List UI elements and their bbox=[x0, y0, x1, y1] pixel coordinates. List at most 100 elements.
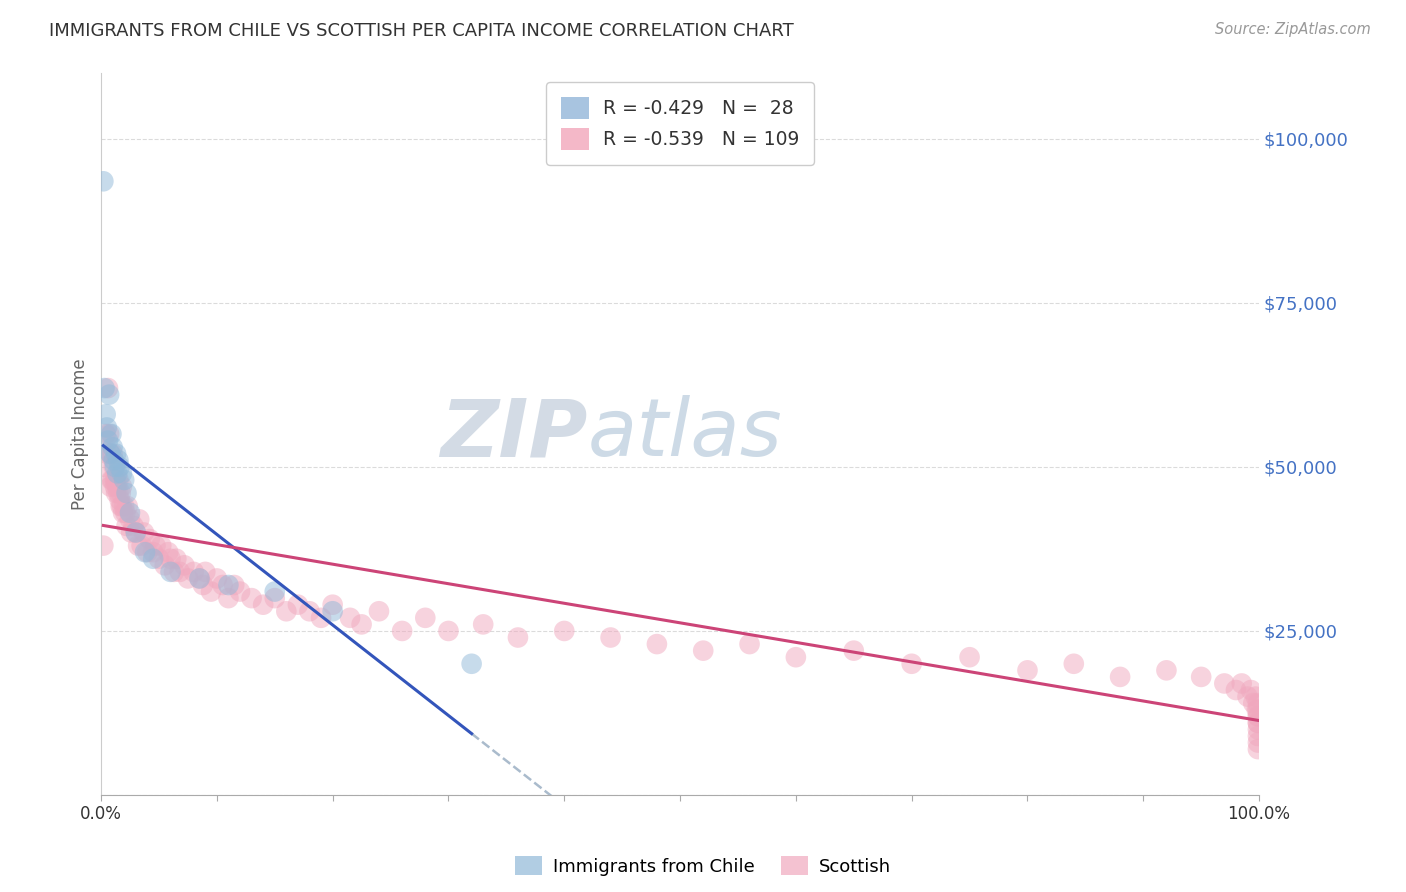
Point bbox=[1247, 742, 1270, 756]
Point bbox=[188, 571, 211, 585]
Point bbox=[110, 500, 132, 514]
Point bbox=[1225, 683, 1247, 698]
Point bbox=[224, 578, 246, 592]
Text: atlas: atlas bbox=[588, 395, 782, 473]
Point bbox=[98, 387, 121, 401]
Point bbox=[205, 571, 228, 585]
Point bbox=[1063, 657, 1085, 671]
Point bbox=[785, 650, 807, 665]
Point bbox=[104, 479, 127, 493]
Point bbox=[1246, 703, 1268, 717]
Point bbox=[350, 617, 373, 632]
Point bbox=[103, 453, 125, 467]
Point bbox=[93, 539, 115, 553]
Point bbox=[122, 519, 145, 533]
Point bbox=[339, 611, 361, 625]
Point bbox=[194, 565, 217, 579]
Point bbox=[217, 591, 239, 606]
Point bbox=[252, 598, 274, 612]
Point bbox=[101, 473, 124, 487]
Point bbox=[188, 571, 211, 585]
Point bbox=[105, 467, 128, 481]
Point bbox=[112, 473, 135, 487]
Point bbox=[134, 545, 156, 559]
Point bbox=[118, 506, 141, 520]
Point bbox=[263, 584, 285, 599]
Point bbox=[103, 459, 125, 474]
Point bbox=[287, 598, 309, 612]
Point bbox=[1230, 676, 1253, 690]
Point bbox=[108, 492, 131, 507]
Point bbox=[104, 473, 127, 487]
Point bbox=[98, 447, 121, 461]
Point bbox=[322, 604, 344, 618]
Point bbox=[413, 611, 436, 625]
Point bbox=[107, 486, 129, 500]
Point bbox=[900, 657, 922, 671]
Point bbox=[276, 604, 298, 618]
Point bbox=[153, 558, 176, 573]
Point bbox=[391, 624, 413, 638]
Point bbox=[132, 525, 155, 540]
Point bbox=[506, 631, 529, 645]
Point bbox=[131, 539, 153, 553]
Point bbox=[104, 459, 127, 474]
Point bbox=[93, 459, 115, 474]
Point bbox=[183, 565, 205, 579]
Point bbox=[115, 519, 138, 533]
Point bbox=[125, 525, 148, 540]
Point bbox=[322, 598, 344, 612]
Point bbox=[842, 643, 865, 657]
Point bbox=[98, 479, 121, 493]
Point bbox=[118, 512, 141, 526]
Point bbox=[472, 617, 495, 632]
Point bbox=[1189, 670, 1212, 684]
Point bbox=[138, 532, 160, 546]
Point bbox=[127, 539, 149, 553]
Point bbox=[100, 473, 122, 487]
Point bbox=[136, 545, 159, 559]
Point bbox=[1247, 735, 1270, 749]
Text: Source: ZipAtlas.com: Source: ZipAtlas.com bbox=[1215, 22, 1371, 37]
Point bbox=[1247, 715, 1270, 730]
Point bbox=[1109, 670, 1132, 684]
Point bbox=[1236, 690, 1258, 704]
Point bbox=[163, 565, 186, 579]
Point bbox=[1244, 690, 1267, 704]
Point bbox=[96, 447, 118, 461]
Point bbox=[1247, 729, 1270, 743]
Point bbox=[98, 447, 121, 461]
Point bbox=[1247, 709, 1270, 723]
Point bbox=[112, 506, 135, 520]
Point bbox=[211, 578, 233, 592]
Point bbox=[128, 512, 150, 526]
Point bbox=[117, 500, 139, 514]
Point bbox=[107, 453, 129, 467]
Point bbox=[200, 584, 222, 599]
Point bbox=[94, 407, 117, 421]
Point bbox=[229, 584, 252, 599]
Point bbox=[142, 545, 165, 559]
Point bbox=[105, 486, 128, 500]
Text: IMMIGRANTS FROM CHILE VS SCOTTISH PER CAPITA INCOME CORRELATION CHART: IMMIGRANTS FROM CHILE VS SCOTTISH PER CA… bbox=[49, 22, 794, 40]
Legend: R = -0.429   N =  28, R = -0.539   N = 109: R = -0.429 N = 28, R = -0.539 N = 109 bbox=[547, 82, 814, 165]
Point bbox=[105, 479, 128, 493]
Point bbox=[738, 637, 761, 651]
Point bbox=[145, 539, 167, 553]
Point bbox=[460, 657, 482, 671]
Point bbox=[1017, 664, 1039, 678]
Point bbox=[959, 650, 981, 665]
Point bbox=[1247, 703, 1270, 717]
Point bbox=[125, 525, 148, 540]
Point bbox=[1213, 676, 1236, 690]
Point bbox=[177, 571, 200, 585]
Point bbox=[159, 551, 181, 566]
Point bbox=[165, 551, 187, 566]
Point bbox=[111, 479, 134, 493]
Point bbox=[1247, 696, 1270, 710]
Point bbox=[93, 174, 115, 188]
Point bbox=[309, 611, 332, 625]
Point bbox=[101, 440, 124, 454]
Point bbox=[263, 591, 285, 606]
Point bbox=[110, 486, 132, 500]
